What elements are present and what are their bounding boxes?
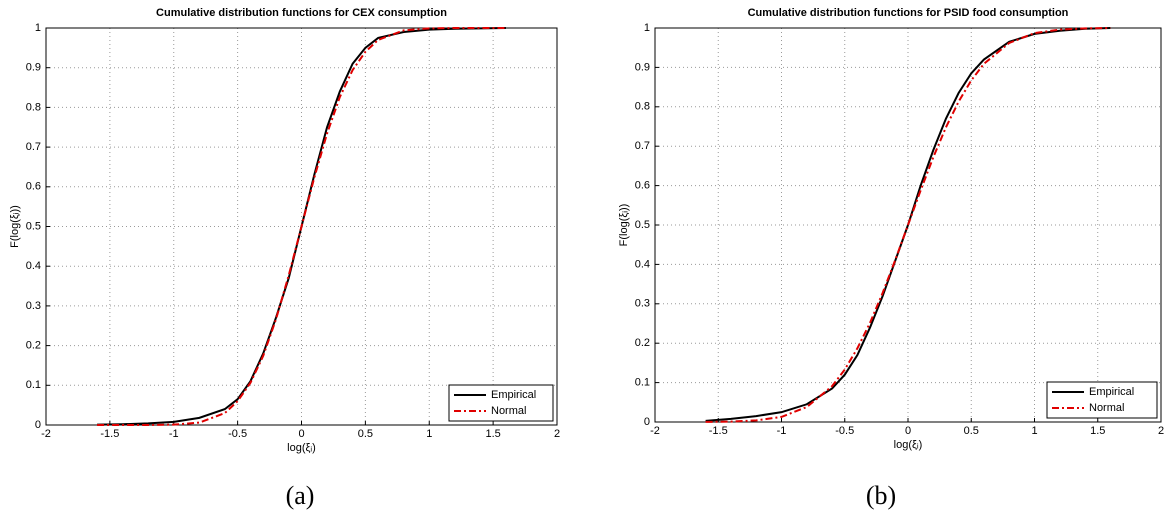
chart-panel: -2 -1.5 -1 -0.5 0 0.5 1 1.5 2 0 0.1 0.2 0.3 0.4 0.5 0.6…	[9, 7, 560, 510]
y-tick-label: 0.6	[26, 181, 41, 193]
cdf-line	[97, 27, 506, 426]
x-tick-label: 0	[298, 428, 304, 440]
x-tick-label: -0.5	[228, 428, 247, 440]
x-tick-label: 0.5	[964, 425, 979, 437]
x-tick-label: 1.5	[485, 428, 500, 440]
legend-label: Empirical	[491, 389, 536, 401]
y-tick-label: 0.7	[26, 141, 41, 153]
x-tick-label: -2	[41, 428, 51, 440]
legend-box	[448, 384, 554, 422]
x-tick-label: 2	[554, 428, 560, 440]
legend-label: Normal	[1089, 402, 1124, 414]
y-tick-label: 0.5	[635, 219, 650, 231]
cdf-line	[705, 27, 1111, 423]
plot-frame	[45, 27, 558, 426]
chart-panel: -2 -1.5 -1 -0.5 0 0.5 1 1.5 2 0 0.1 0.2 0.3 0.4 0.5 0.6…	[618, 7, 1164, 510]
y-tick-label: 0.2	[26, 340, 41, 352]
x-tick-label: -1	[169, 428, 179, 440]
legend-label: Normal	[491, 405, 526, 417]
chart-title: Cumulative distribution functions for PS…	[748, 7, 1069, 19]
chart-title: Cumulative distribution functions for CE…	[156, 7, 447, 19]
x-tick-label: -1	[777, 425, 787, 437]
y-tick-label: 1	[35, 22, 41, 34]
y-tick-label: 0	[35, 419, 41, 431]
y-tick-label: 0.6	[635, 180, 650, 192]
legend-box	[1046, 381, 1158, 419]
y-tick-label: 0.9	[635, 61, 650, 73]
y-tick-label: 0.2	[635, 337, 650, 349]
x-tick-label: 1.5	[1090, 425, 1105, 437]
y-tick-label: 0.8	[26, 101, 41, 113]
legend: Empirical Normal	[1046, 381, 1158, 419]
x-tick-label: 2	[1158, 425, 1164, 437]
caption: (a)	[286, 481, 315, 510]
y-tick-label: 0.1	[635, 377, 650, 389]
y-tick-label: 1	[644, 22, 650, 34]
x-tick-label: -1.5	[100, 428, 119, 440]
y-tick-label: 0.3	[635, 298, 650, 310]
y-axis-label: F(log(ξᵢ))	[618, 204, 630, 247]
x-tick-label: 1	[426, 428, 432, 440]
caption: (b)	[866, 481, 896, 510]
y-tick-label: 0.4	[635, 258, 650, 270]
x-axis-label: log(ξᵢ)	[287, 442, 316, 454]
x-axis-label: log(ξᵢ)	[894, 439, 923, 451]
y-tick-label: 0.3	[26, 300, 41, 312]
y-axis-label: F(log(ξᵢ))	[9, 205, 21, 248]
y-tick-label: 0.5	[26, 220, 41, 232]
y-tick-label: 0	[644, 416, 650, 428]
y-tick-label: 0.9	[26, 62, 41, 74]
x-tick-label: -2	[650, 425, 660, 437]
y-tick-label: 0.8	[635, 101, 650, 113]
y-tick-label: 0.1	[26, 379, 41, 391]
y-tick-label: 0.7	[635, 140, 650, 152]
legend: Empirical Normal	[448, 384, 554, 422]
x-tick-label: -0.5	[835, 425, 854, 437]
x-tick-label: -1.5	[709, 425, 728, 437]
x-tick-label: 1	[1031, 425, 1037, 437]
x-tick-label: 0	[905, 425, 911, 437]
y-tick-label: 0.4	[26, 260, 41, 272]
plot-frame	[654, 27, 1162, 423]
legend-label: Empirical	[1089, 386, 1134, 398]
x-tick-label: 0.5	[358, 428, 373, 440]
